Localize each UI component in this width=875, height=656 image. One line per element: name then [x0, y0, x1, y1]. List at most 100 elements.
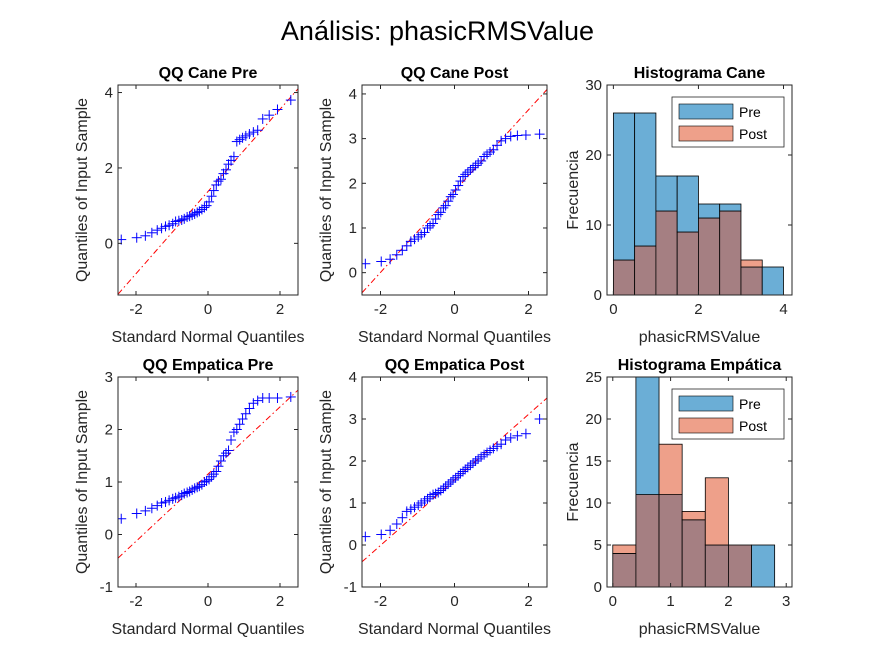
data-point	[492, 441, 503, 452]
y-tick-label: 1	[349, 495, 357, 512]
data-point	[482, 447, 493, 458]
data-point	[146, 227, 157, 238]
plot-area	[362, 397, 547, 563]
y-tick-label: 15	[585, 453, 602, 470]
y-tick-label: 3	[349, 411, 357, 428]
y-tick-label: 0	[105, 235, 113, 252]
data-point	[505, 432, 516, 443]
data-point	[401, 506, 412, 517]
panel-hist_empatica: 0 1 2 3 0 5 10 15 20 25 Histograma Empática phasicR…	[565, 357, 793, 638]
x-tick-label: 0	[609, 301, 617, 318]
y-tick-label: 2	[105, 160, 113, 177]
data-point	[520, 428, 531, 439]
y-tick-label: 1	[349, 220, 357, 237]
y-tick-label: -1	[344, 579, 357, 596]
panel-title: Histograma Cane	[634, 65, 766, 82]
data-point	[440, 200, 451, 211]
y-axis-label: Quantiles of Input Sample	[318, 98, 335, 282]
data-point	[391, 519, 402, 529]
data-point	[512, 130, 523, 141]
y-tick-label: 5	[594, 537, 602, 554]
data-point	[184, 211, 195, 222]
data-point	[285, 95, 296, 106]
panel-qq_empatica_pre: -2 0 2 -1 0 1 2 3 QQ Empatica Pre Standard Normal…	[74, 357, 304, 638]
data-point	[244, 129, 255, 140]
x-tick-label: 0	[450, 593, 458, 610]
legend-label-pre: Pre	[739, 104, 761, 120]
bar-pre	[676, 175, 699, 233]
y-tick-label: 3	[105, 369, 113, 386]
data-point	[465, 460, 476, 471]
data-point	[473, 158, 484, 169]
data-point	[223, 445, 234, 456]
y-axis-label: Quantiles of Input Sample	[74, 390, 91, 574]
data-point	[468, 162, 478, 173]
data-point	[237, 414, 248, 424]
data-point	[248, 127, 259, 138]
data-point	[397, 512, 408, 523]
x-tick-label: -2	[374, 301, 387, 318]
data-point	[445, 191, 456, 202]
data-point	[184, 486, 195, 497]
x-axis-label: phasicRMSValue	[639, 329, 761, 346]
y-tick-label: 0	[349, 265, 357, 282]
plot-area	[612, 377, 776, 587]
reference-line	[118, 389, 298, 559]
x-axis-label: phasicRMSValue	[639, 621, 761, 638]
bar-pre	[751, 544, 776, 587]
x-tick-label: 3	[782, 593, 790, 610]
data-point	[189, 483, 200, 494]
data-point	[285, 391, 296, 402]
x-tick-label: 0	[450, 301, 458, 318]
data-point	[422, 222, 433, 233]
data-point	[194, 481, 205, 492]
panel-title: Histograma Empática	[618, 357, 782, 374]
data-point	[204, 196, 215, 207]
legend-label-post: Post	[739, 126, 767, 142]
data-point	[376, 256, 387, 267]
data-point	[264, 110, 275, 121]
y-tick-label: 4	[349, 369, 357, 386]
x-tick-label: 2	[276, 301, 284, 318]
data-point	[458, 466, 469, 477]
data-point	[385, 525, 396, 536]
data-point	[443, 196, 454, 207]
data-point	[215, 456, 226, 466]
data-point	[391, 249, 402, 260]
data-point	[500, 435, 511, 445]
data-point	[453, 470, 464, 481]
data-point	[131, 508, 142, 519]
legend: Pre Post	[671, 96, 785, 148]
y-tick-label: 20	[585, 411, 602, 428]
panel-qq_cane_post: -2 0 2 0 1 2 3 4 QQ Cane Post Standard Normal Qua…	[318, 65, 551, 346]
data-point	[433, 487, 444, 498]
bar-overlap	[698, 217, 721, 295]
y-tick-label: 10	[585, 217, 602, 234]
data-point	[194, 206, 205, 217]
data-point	[156, 223, 167, 234]
x-tick-label: -2	[129, 593, 142, 610]
panel-title: QQ Cane Pre	[159, 65, 258, 82]
figure-title: Análisis: phasicRMSValue	[281, 16, 594, 46]
reference-line	[118, 88, 298, 295]
panel-qq_empatica_post: -2 0 2 -1 0 1 2 3 4 QQ Empatica Post Standard Norm…	[318, 357, 551, 638]
data-point	[201, 475, 212, 486]
data-point	[428, 489, 439, 500]
x-tick-label: -2	[374, 593, 387, 610]
y-tick-label: 4	[105, 85, 113, 102]
data-point	[226, 435, 237, 445]
bar-overlap	[676, 231, 699, 295]
data-point	[462, 462, 473, 473]
data-point	[462, 167, 473, 178]
data-point	[401, 240, 412, 251]
data-point	[479, 151, 490, 162]
y-axis-label: Frecuencia	[565, 150, 582, 229]
panel-title: QQ Empatica Post	[385, 357, 525, 374]
plot-area	[612, 112, 784, 295]
data-point	[435, 485, 446, 496]
x-axis-label: Standard Normal Quantiles	[358, 329, 551, 346]
data-point	[443, 479, 454, 490]
bar-overlap	[658, 494, 683, 587]
bar-pre	[719, 203, 742, 212]
data-point	[248, 398, 259, 409]
